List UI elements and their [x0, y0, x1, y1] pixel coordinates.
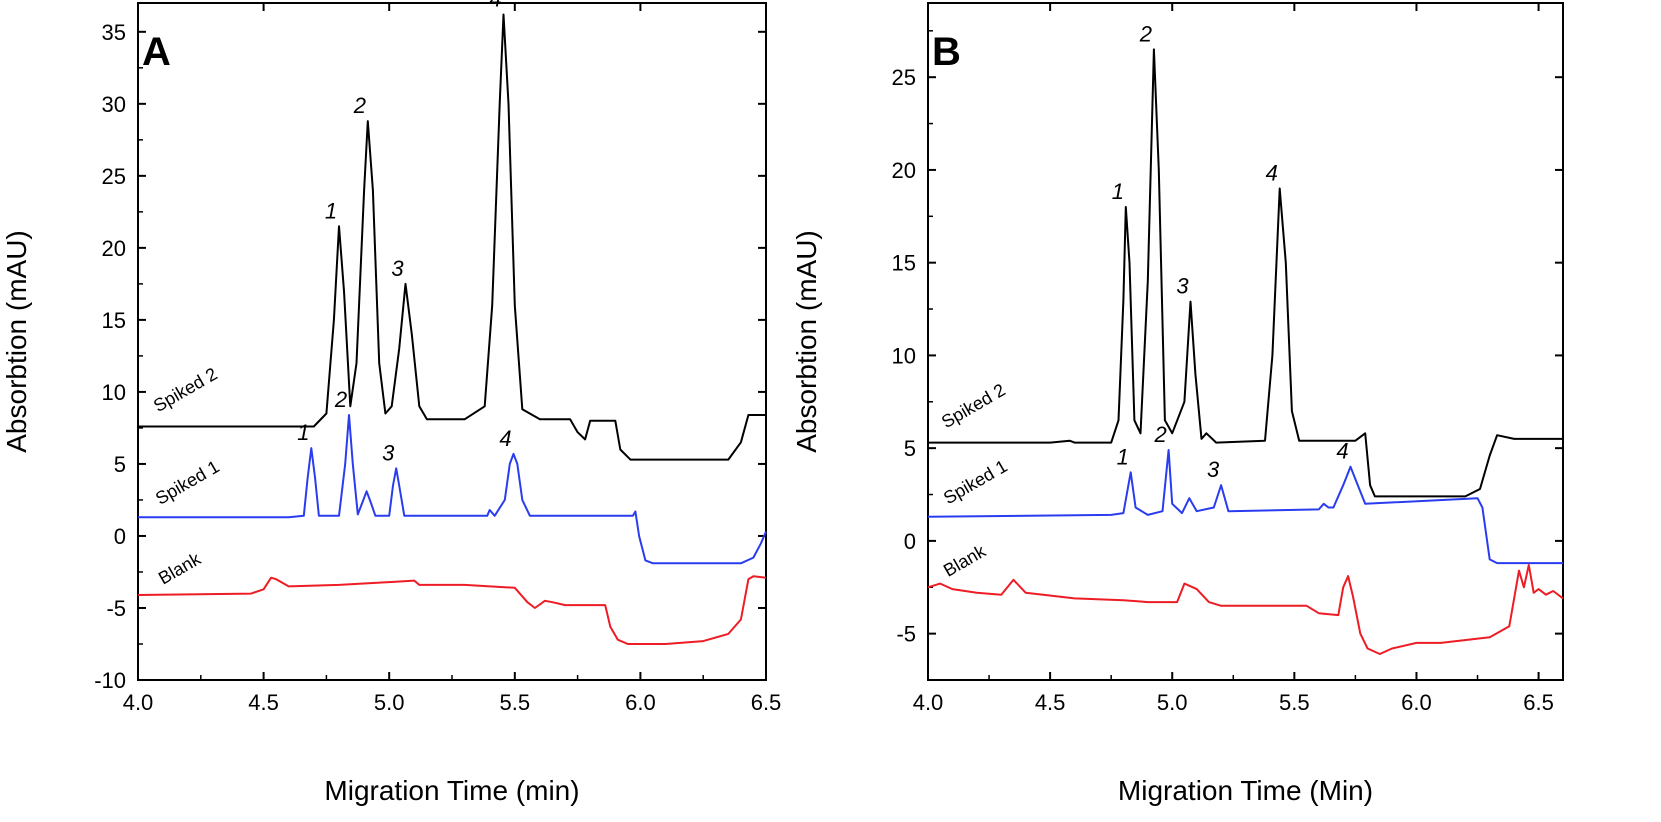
peak-label: 4	[499, 426, 511, 451]
peak-label: 4	[1266, 160, 1278, 185]
y-tick-label: 20	[102, 236, 126, 261]
trace-spiked-1	[138, 414, 767, 565]
y-axis-title: Absorbtion (mAU)	[1, 230, 32, 453]
y-tick-label: 25	[892, 65, 916, 90]
peak-label: 2	[334, 387, 347, 412]
peak-label: 4	[1336, 439, 1348, 464]
y-tick-label: 15	[892, 251, 916, 276]
x-tick-label: 5.5	[1279, 690, 1310, 715]
trace-blank	[137, 575, 767, 645]
y-tick-label: 0	[114, 524, 126, 549]
peak-label: 3	[391, 256, 404, 281]
peak-label: 3	[1207, 457, 1220, 482]
y-tick-label: 5	[904, 436, 916, 461]
peak-label: 2	[1139, 21, 1152, 46]
trace-name-label: Blank	[155, 548, 205, 588]
peak-label: 1	[325, 198, 337, 223]
x-tick-label: 5.0	[1157, 690, 1188, 715]
trace-name-label: Spiked 2	[938, 380, 1009, 432]
x-tick-label: 5.5	[500, 690, 531, 715]
x-tick-label: 4.0	[123, 690, 154, 715]
y-tick-label: 0	[904, 529, 916, 554]
x-tick-label: 6.5	[1523, 690, 1554, 715]
y-tick-label: 15	[102, 308, 126, 333]
y-tick-label: 5	[114, 452, 126, 477]
y-tick-label: 25	[102, 164, 126, 189]
x-tick-label: 6.5	[751, 690, 782, 715]
x-tick-label: 6.0	[625, 690, 656, 715]
panel-label: A	[142, 30, 171, 74]
x-axis-title: Migration Time (min)	[324, 775, 579, 806]
y-tick-label: 10	[102, 380, 126, 405]
y-tick-label: 10	[892, 343, 916, 368]
trace-spiked-2	[138, 13, 766, 461]
x-tick-label: 4.5	[1035, 690, 1066, 715]
trace-spiked-1	[927, 449, 1563, 565]
trace-name-label: Spiked 2	[150, 364, 221, 416]
trace-name-label: Spiked 1	[940, 456, 1011, 508]
x-tick-label: 5.0	[374, 690, 405, 715]
y-tick-label: -10	[94, 668, 126, 693]
plot-frame	[927, 2, 1564, 681]
peak-label: 3	[382, 440, 395, 465]
y-tick-label: -5	[106, 596, 126, 621]
trace-spiked-2	[928, 48, 1563, 498]
x-tick-label: 4.5	[248, 690, 279, 715]
trace-blank	[927, 564, 1564, 655]
trace-name-label: Blank	[940, 540, 990, 580]
chart-panel-b: 4.0 4.5 5.0 5.5 6.0 6.5 -5 0 5 10 15 20 25 Migration …	[791, 2, 1564, 806]
y-tick-label: -5	[896, 622, 916, 647]
peak-label: 3	[1176, 274, 1189, 299]
peak-label: 1	[1117, 444, 1129, 469]
chart-panel-a: 4.0 4.5 5.0 5.5 6.0 6.5 -10 -5 0 5 10 15 20 25 30 35 Mig…	[1, 0, 781, 806]
peak-label: 1	[297, 420, 309, 445]
panel-label: B	[932, 30, 961, 74]
x-tick-label: 4.0	[913, 690, 944, 715]
trace-name-label: Spiked 1	[152, 456, 223, 508]
y-tick-label: 20	[892, 158, 916, 183]
peak-label: 1	[1112, 179, 1124, 204]
plot-frame	[137, 2, 767, 681]
x-axis-title: Migration Time (Min)	[1118, 775, 1373, 806]
y-axis-title: Absorbtion (mAU)	[791, 230, 822, 453]
peak-label: 2	[1153, 422, 1166, 447]
y-tick-label: 35	[102, 20, 126, 45]
peak-label: 4	[489, 0, 501, 12]
y-tick-label: 30	[102, 92, 126, 117]
peak-label: 2	[353, 93, 366, 118]
x-tick-label: 6.0	[1401, 690, 1432, 715]
